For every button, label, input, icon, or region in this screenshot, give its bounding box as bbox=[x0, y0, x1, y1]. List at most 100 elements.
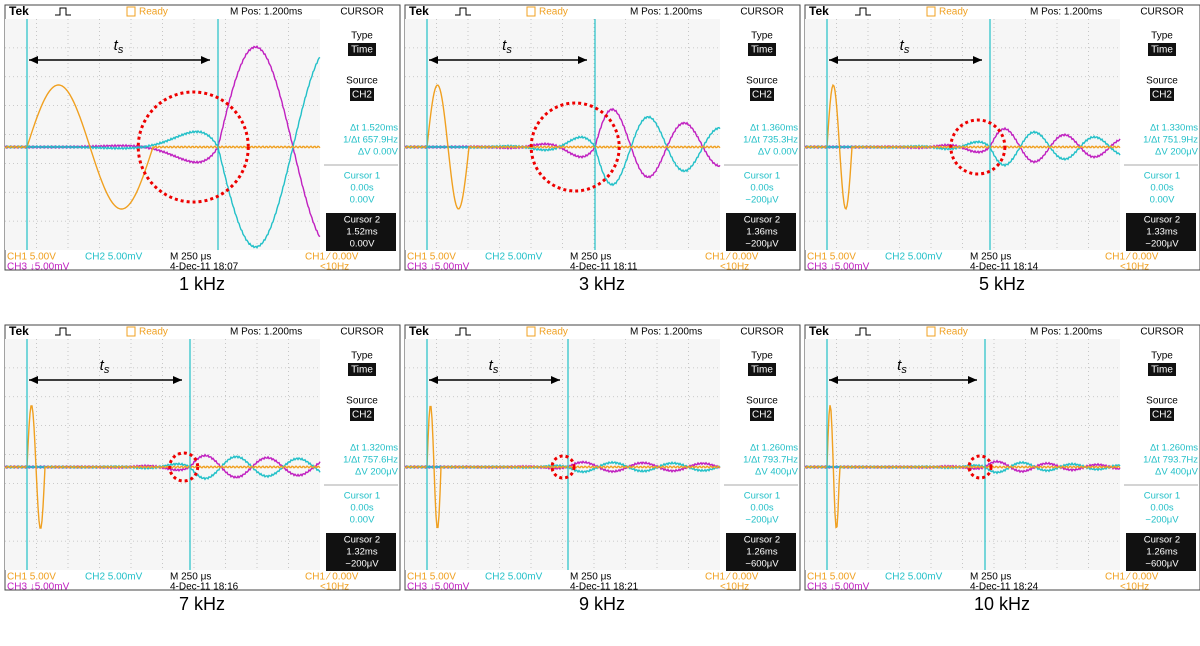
status: Ready bbox=[139, 7, 168, 18]
cursor-readout: 0.00V bbox=[350, 195, 375, 206]
readout: ΔV 0.00V bbox=[358, 147, 399, 158]
cursor-readout: −200μV bbox=[1145, 239, 1179, 250]
cursor-readout: 1.36ms bbox=[746, 227, 777, 238]
cursor-readout: Cursor 1 bbox=[744, 171, 780, 182]
brand: Tek bbox=[9, 324, 29, 338]
ch2-scale: CH2 5.00mV bbox=[85, 572, 143, 583]
readout: ΔV 200μV bbox=[355, 467, 399, 478]
cursor-readout: 0.00s bbox=[1150, 503, 1173, 514]
cursor-readout: −600μV bbox=[745, 559, 779, 570]
menu: CURSOR bbox=[1140, 327, 1183, 338]
readout: Δt 1.320ms bbox=[350, 443, 398, 454]
menu-label: Type bbox=[751, 351, 773, 362]
readout: 1/Δt 793.7Hz bbox=[743, 455, 798, 466]
menu-label: Source bbox=[746, 76, 778, 87]
position: M Pos: 1.200ms bbox=[1030, 327, 1102, 338]
position: M Pos: 1.200ms bbox=[630, 327, 702, 338]
ts-sub: s bbox=[493, 364, 499, 376]
menu-value: Time bbox=[351, 45, 373, 56]
readout: 1/Δt 757.6Hz bbox=[343, 455, 398, 466]
caption: 5 kHz bbox=[979, 274, 1025, 294]
scope-panel: TekReadyM Pos: 1.200msCURSORTypeTimeSour… bbox=[405, 4, 800, 294]
date: 4-Dec-11 18:14 bbox=[970, 262, 1039, 273]
readout: Δt 1.330ms bbox=[1150, 123, 1198, 134]
ts-sub: s bbox=[901, 364, 907, 376]
scope-panel: TekReadyM Pos: 1.200msCURSORTypeTimeSour… bbox=[805, 324, 1200, 614]
caption: 10 kHz bbox=[974, 594, 1030, 614]
cursor-readout: Cursor 2 bbox=[744, 215, 780, 226]
trigger-freq: <10Hz bbox=[720, 262, 749, 273]
cursor-readout: −600μV bbox=[1145, 559, 1179, 570]
readout: Δt 1.360ms bbox=[750, 123, 798, 134]
scope-panel: TekReadyM Pos: 1.200msCURSORTypeTimeSour… bbox=[405, 324, 800, 614]
figure: Tek Ready M Pos: 1.200ms CURSOR Type Time Sour… bbox=[0, 0, 1200, 646]
cursor-readout: 1.32ms bbox=[346, 547, 377, 558]
cursor-readout: Cursor 1 bbox=[1144, 171, 1180, 182]
ch3-scale: CH3 ↓5.00mV bbox=[807, 582, 870, 593]
readout: 1/Δt 657.9Hz bbox=[343, 135, 398, 146]
cursor-readout: 1.26ms bbox=[1146, 547, 1177, 558]
scope-panel: TekReadyM Pos: 1.200msCURSORTypeTimeSour… bbox=[805, 4, 1200, 294]
ch3-scale: CH3 ↓5.00mV bbox=[7, 582, 70, 593]
ch3-scale: CH3 ↓5.00mV bbox=[7, 262, 70, 273]
menu-value: CH2 bbox=[1152, 90, 1172, 101]
readout: Δt 1.520ms bbox=[350, 123, 398, 134]
cursor-readout: −200μV bbox=[745, 239, 779, 250]
menu-value: CH2 bbox=[352, 90, 372, 101]
menu-value: Time bbox=[351, 365, 373, 376]
position: M Pos: 1.200ms bbox=[1030, 7, 1102, 18]
ts-sub: s bbox=[118, 44, 124, 56]
ts-sub: s bbox=[904, 44, 910, 56]
trigger-freq: <10Hz bbox=[1120, 262, 1149, 273]
readout: 1/Δt 751.9Hz bbox=[1143, 135, 1198, 146]
trigger-freq: <10Hz bbox=[1120, 582, 1149, 593]
brand: Tek bbox=[809, 324, 829, 338]
ch2-scale: CH2 5.00mV bbox=[885, 572, 943, 583]
menu: CURSOR bbox=[740, 7, 783, 18]
cursor-readout: −200μV bbox=[745, 515, 779, 526]
ts-sub: s bbox=[104, 364, 110, 376]
cursor-readout: 1.52ms bbox=[346, 227, 377, 238]
readout: ΔV 400μV bbox=[1155, 467, 1199, 478]
menu-label: Type bbox=[351, 351, 373, 362]
date: 4-Dec-11 18:07 bbox=[170, 262, 239, 273]
menu: CURSOR bbox=[740, 327, 783, 338]
ch3-scale: CH3 ↓5.00mV bbox=[407, 262, 470, 273]
trigger-freq: <10Hz bbox=[320, 582, 349, 593]
brand: Tek bbox=[409, 324, 429, 338]
ch2-scale: CH2 5.00mV bbox=[485, 252, 543, 263]
readout: 1/Δt 793.7Hz bbox=[1143, 455, 1198, 466]
menu-label: Type bbox=[1151, 351, 1173, 362]
menu-value: CH2 bbox=[352, 410, 372, 421]
menu-value: Time bbox=[1151, 365, 1173, 376]
menu-label: Source bbox=[746, 396, 778, 407]
position: M Pos: 1.200ms bbox=[230, 7, 302, 18]
date: 4-Dec-11 18:21 bbox=[570, 582, 639, 593]
menu-value: CH2 bbox=[752, 90, 772, 101]
date: 4-Dec-11 18:16 bbox=[170, 582, 239, 593]
cursor-readout: Cursor 1 bbox=[344, 171, 380, 182]
caption: 3 kHz bbox=[579, 274, 625, 294]
status: Ready bbox=[539, 327, 568, 338]
menu-value: Time bbox=[1151, 45, 1173, 56]
ch2-scale: CH2 5.00mV bbox=[885, 252, 943, 263]
menu-label: Source bbox=[1146, 76, 1178, 87]
brand: Tek bbox=[409, 4, 429, 18]
readout: ΔV 0.00V bbox=[758, 147, 799, 158]
cursor-readout: Cursor 2 bbox=[1144, 215, 1180, 226]
ch2-scale: CH2 5.00mV bbox=[85, 252, 143, 263]
ch3-scale: CH3 ↓5.00mV bbox=[807, 262, 870, 273]
cursor-readout: 1.26ms bbox=[746, 547, 777, 558]
date: 4-Dec-11 18:11 bbox=[570, 262, 638, 273]
menu-label: Type bbox=[1151, 31, 1173, 42]
menu-label: Source bbox=[346, 396, 378, 407]
menu-value: Time bbox=[751, 45, 773, 56]
cursor-readout: Cursor 2 bbox=[1144, 535, 1180, 546]
menu: CURSOR bbox=[1140, 7, 1183, 18]
cursor-readout: 0.00s bbox=[750, 503, 773, 514]
cursor-readout: 0.00s bbox=[750, 183, 773, 194]
menu-label: Type bbox=[751, 31, 773, 42]
cursor-readout: 0.00s bbox=[1150, 183, 1173, 194]
menu-label: Source bbox=[1146, 396, 1178, 407]
caption: 7 kHz bbox=[179, 594, 225, 614]
